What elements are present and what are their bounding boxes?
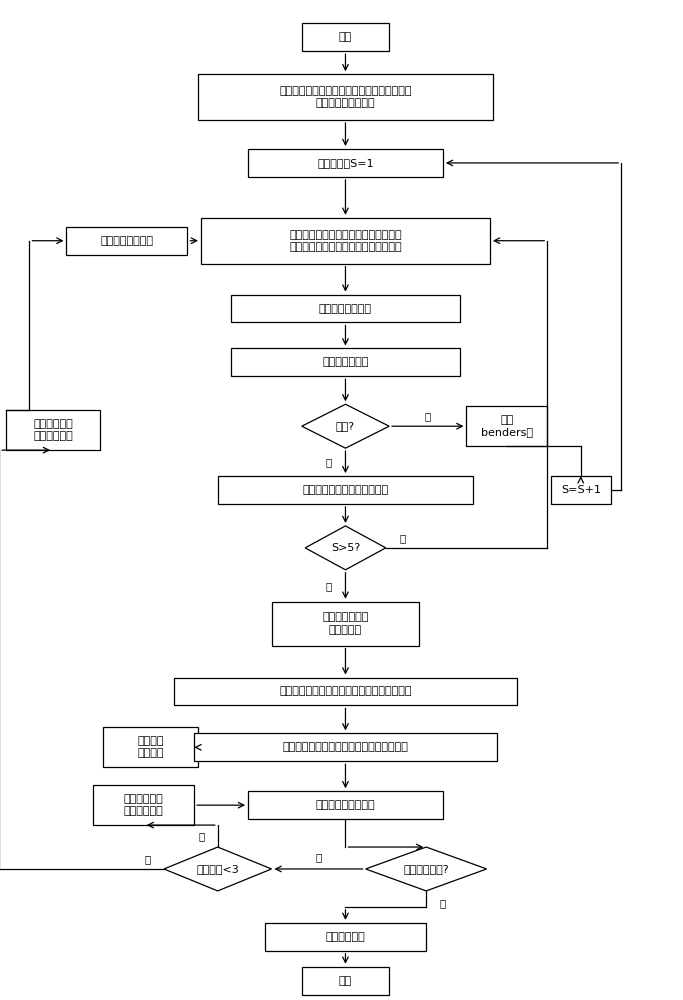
Text: 确定各类
约束条件: 确定各类 约束条件 [137,736,164,759]
Text: 是: 是 [198,831,204,841]
FancyBboxPatch shape [103,727,197,767]
FancyBboxPatch shape [248,791,443,819]
Text: 以网损最小为目标函数进行配电网模型求解: 以网损最小为目标函数进行配电网模型求解 [283,742,408,752]
Text: 否: 否 [440,898,446,908]
Polygon shape [164,847,272,891]
FancyBboxPatch shape [248,149,443,177]
Text: 初始化场景S=1: 初始化场景S=1 [317,158,374,168]
Text: 输电网最优机组
组合及出力: 输电网最优机组 组合及出力 [322,612,369,635]
Text: 确定各类约束条件: 确定各类约束条件 [100,236,154,246]
FancyBboxPatch shape [194,733,497,761]
FancyBboxPatch shape [265,923,426,951]
Text: 增加相关网络
安全约束方程: 增加相关网络 安全约束方程 [124,794,164,816]
Text: 当前场景最优机组组合及出力: 当前场景最优机组组合及出力 [303,485,389,495]
FancyBboxPatch shape [197,74,493,120]
Text: 是: 是 [326,581,332,591]
FancyBboxPatch shape [174,678,517,705]
FancyBboxPatch shape [231,348,460,376]
Text: S>5?: S>5? [331,543,360,553]
FancyBboxPatch shape [272,602,419,646]
Text: 增加相关网络
安全约束方程: 增加相关网络 安全约束方程 [33,419,73,441]
Text: 模型子问题求解: 模型子问题求解 [322,357,369,367]
Text: 否: 否 [326,457,332,467]
Polygon shape [365,847,487,891]
FancyBboxPatch shape [94,785,194,825]
FancyBboxPatch shape [466,406,547,446]
FancyBboxPatch shape [302,23,389,51]
FancyBboxPatch shape [302,967,389,995]
Text: 是: 是 [425,411,431,421]
Polygon shape [305,526,386,570]
Text: 生成
benders割: 生成 benders割 [481,415,533,437]
Text: 进行配电网模型的数据预处理（节点预处理）: 进行配电网模型的数据预处理（节点预处理） [279,686,412,696]
Text: 初始化粒子群算法，并以发电成本最小
为优化目标进行输电网模型主问题求解: 初始化粒子群算法，并以发电成本最小 为优化目标进行输电网模型主问题求解 [289,230,402,252]
Text: 开始: 开始 [339,32,352,42]
FancyBboxPatch shape [201,218,490,264]
Polygon shape [302,404,389,448]
Text: 是: 是 [316,852,322,862]
Text: 否: 否 [144,854,150,864]
Text: S=S+1: S=S+1 [561,485,601,495]
FancyBboxPatch shape [66,227,188,255]
Text: 否: 否 [400,533,406,543]
FancyBboxPatch shape [6,410,100,450]
Text: 输出最优方案: 输出最优方案 [326,932,365,942]
Text: 结束: 结束 [339,976,352,986]
Text: 节点电压越限?: 节点电压越限? [404,864,449,874]
FancyBboxPatch shape [218,476,473,504]
Text: 越限?: 越限? [336,421,355,431]
Text: 模型添加积分约束: 模型添加积分约束 [319,304,372,314]
FancyBboxPatch shape [231,295,460,322]
Text: 迭代次数<3: 迭代次数<3 [196,864,239,874]
Text: 光伏出力接入配电网: 光伏出力接入配电网 [316,800,375,810]
Text: 输入电网原始数据，包括光伏、风电电站信息
和电动汽车接入信息: 输入电网原始数据，包括光伏、风电电站信息 和电动汽车接入信息 [279,86,412,108]
FancyBboxPatch shape [550,476,611,504]
